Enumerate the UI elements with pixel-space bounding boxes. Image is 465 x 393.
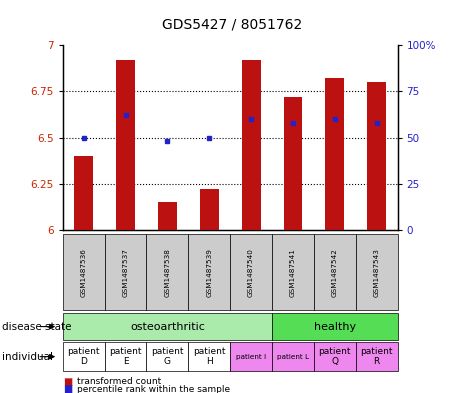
Text: disease state: disease state: [2, 321, 72, 332]
Text: osteoarthritic: osteoarthritic: [130, 321, 205, 332]
Bar: [116, 60, 135, 230]
Bar: [242, 60, 260, 230]
Text: patient
Q: patient Q: [319, 347, 351, 366]
Text: patient I: patient I: [236, 354, 266, 360]
Bar: [284, 97, 302, 230]
Bar: [367, 82, 386, 230]
Text: patient
R: patient R: [360, 347, 393, 366]
Text: GSM1487536: GSM1487536: [81, 248, 86, 297]
Text: GSM1487538: GSM1487538: [165, 248, 170, 297]
Bar: [158, 202, 177, 230]
Text: GSM1487541: GSM1487541: [290, 248, 296, 297]
Text: GSM1487539: GSM1487539: [206, 248, 212, 297]
Text: patient
H: patient H: [193, 347, 226, 366]
Bar: [326, 79, 344, 230]
Text: patient
G: patient G: [151, 347, 184, 366]
Text: patient L: patient L: [277, 354, 309, 360]
Text: transformed count: transformed count: [77, 378, 161, 386]
Text: healthy: healthy: [314, 321, 356, 332]
Text: ■: ■: [63, 377, 72, 387]
Text: ■: ■: [63, 384, 72, 393]
Text: patient
D: patient D: [67, 347, 100, 366]
Bar: [200, 189, 219, 230]
Text: GDS5427 / 8051762: GDS5427 / 8051762: [162, 18, 303, 32]
Text: GSM1487540: GSM1487540: [248, 248, 254, 297]
Text: GSM1487543: GSM1487543: [374, 248, 379, 297]
Text: percentile rank within the sample: percentile rank within the sample: [77, 385, 230, 393]
Text: GSM1487542: GSM1487542: [332, 248, 338, 297]
Text: individual: individual: [2, 352, 53, 362]
Text: patient
E: patient E: [109, 347, 142, 366]
Bar: [74, 156, 93, 230]
Text: GSM1487537: GSM1487537: [123, 248, 128, 297]
